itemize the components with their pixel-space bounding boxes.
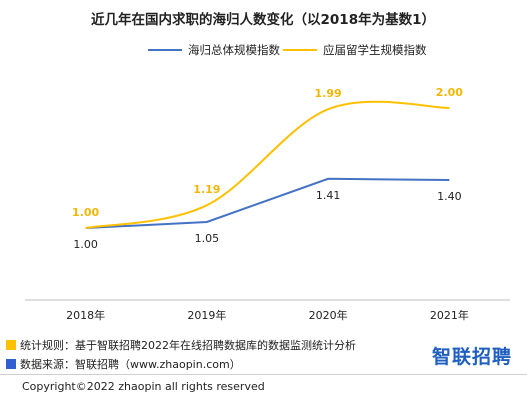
- series-line-1: [85, 100, 450, 229]
- data-label: 1.05: [195, 232, 220, 245]
- legend-entry-0: 海归总体规模指数: [188, 43, 280, 57]
- rule-text: 统计规则：基于智联招聘2022年在线招聘数据库的数据监测统计分析: [20, 339, 356, 352]
- chart-title: 近几年在国内求职的海归人数变化（以2018年为基数1）: [91, 11, 435, 28]
- data-label: 1.99: [315, 87, 342, 100]
- data-label: 1.00: [72, 206, 99, 219]
- x-tick-label: 2019年: [187, 308, 226, 322]
- series-line-0: [85, 177, 450, 229]
- footer-rule: 统计规则：基于智联招聘2022年在线招聘数据库的数据监测统计分析: [6, 337, 356, 353]
- x-tick-label: 2020年: [309, 308, 348, 322]
- data-label: 1.00: [73, 238, 98, 251]
- x-tick-label: 2018年: [66, 308, 105, 322]
- source-text: 数据来源：智联招聘（www.zhaopin.com）: [20, 358, 241, 371]
- footer-source: 数据来源：智联招聘（www.zhaopin.com）: [6, 356, 241, 372]
- data-label: 2.00: [436, 86, 463, 99]
- footer-divider: [0, 374, 527, 375]
- data-label: 1.41: [316, 189, 341, 202]
- source-marker-icon: [6, 359, 16, 369]
- copyright-text: Copyright©2022 zhaopin all rights reserv…: [22, 380, 265, 393]
- x-tick-label: 2021年: [430, 308, 469, 322]
- data-label: 1.19: [193, 183, 220, 196]
- legend-entry-1: 应届留学生规模指数: [323, 43, 427, 57]
- data-label: 1.40: [437, 190, 462, 203]
- line-chart: 近几年在国内求职的海归人数变化（以2018年为基数1） 海归总体规模指数 应届留学生…: [25, 11, 510, 322]
- brand-logo: 智联招聘: [432, 346, 513, 368]
- rule-marker-icon: [6, 340, 16, 350]
